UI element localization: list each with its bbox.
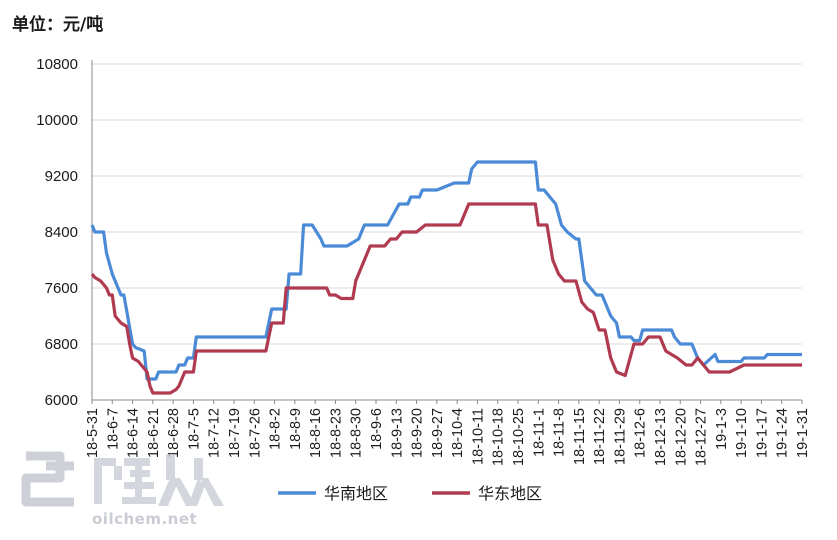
y-tick-label: 10800	[36, 56, 78, 73]
x-tick-label: 18-8-16	[308, 408, 324, 458]
x-tick-label: 18-12-27	[694, 408, 710, 466]
x-tick-label: 18-10-4	[450, 408, 466, 458]
y-tick-label: 6800	[45, 336, 78, 353]
x-tick-label: 18-9-20	[410, 408, 426, 458]
y-tick-label: 10000	[36, 112, 78, 129]
x-tick-label: 18-6-21	[146, 408, 162, 458]
x-tick-label: 18-7-19	[227, 408, 243, 458]
x-axis-ticks: 18-5-31 18-6-7 18-6-14 18-6-21 18-6-28 18-7-5…	[85, 408, 811, 466]
x-tick-label: 18-9-13	[389, 408, 405, 458]
y-tick-label: 9200	[45, 168, 78, 185]
x-tick-label: 18-11-22	[592, 408, 608, 465]
y-tick-label: 8400	[45, 224, 78, 241]
watermark-url: oilchem.net	[92, 510, 198, 528]
x-tick-label: 18-11-15	[572, 408, 588, 465]
y-tick-label: 7600	[45, 280, 78, 297]
x-tick-label: 18-8-9	[288, 408, 304, 450]
y-tick-label: 6000	[45, 392, 78, 409]
x-tick-label: 18-9-27	[430, 408, 446, 458]
legend-label: 华东地区	[478, 484, 542, 503]
x-tick-label: 18-8-23	[328, 408, 344, 458]
x-tick-label: 18-11-1	[531, 408, 547, 457]
x-tick-label: 18-12-13	[653, 408, 669, 466]
x-tick-label: 18-6-14	[126, 408, 142, 458]
x-tick-label: 19-1-24	[775, 408, 791, 458]
x-tick-label: 18-10-25	[511, 408, 527, 466]
x-tick-label: 18-5-31	[85, 408, 101, 458]
x-tick-label: 18-9-6	[369, 408, 385, 450]
x-tick-label: 18-12-6	[633, 408, 649, 458]
x-tick-label: 19-1-10	[734, 408, 750, 458]
x-tick-label: 19-1-31	[795, 408, 811, 458]
x-tick-label: 18-6-28	[166, 408, 182, 458]
x-tick-label: 18-12-20	[673, 408, 689, 466]
x-tick-label: 18-8-30	[349, 408, 365, 458]
x-tick-label: 18-11-8	[552, 408, 568, 457]
x-tick-label: 19-1-3	[714, 408, 730, 450]
x-tick-label: 18-7-5	[186, 408, 202, 450]
x-tick-label: 19-1-17	[754, 408, 770, 458]
unit-label: 单位：元/吨	[12, 15, 104, 35]
legend: 华南地区 华东地区	[278, 484, 542, 503]
x-tick-label: 18-10-18	[491, 408, 507, 466]
x-axis	[91, 60, 803, 404]
gridlines	[92, 63, 802, 345]
y-axis-ticks: 6000 6800 7600 8400 9200 10000 10800	[36, 56, 78, 409]
legend-label: 华南地区	[324, 484, 388, 503]
x-tick-label: 18-11-29	[612, 408, 628, 465]
x-tick-label: 18-10-11	[470, 408, 486, 465]
x-tick-label: 18-7-26	[247, 408, 263, 458]
x-tick-label: 18-8-2	[268, 408, 284, 450]
x-tick-label: 18-6-7	[105, 408, 121, 450]
series-line-south-china	[90, 160, 802, 381]
series-line-east-china	[90, 202, 802, 395]
series-lines	[90, 160, 802, 395]
x-tick-label: 18-7-12	[207, 408, 223, 458]
watermark-logo	[18, 448, 228, 515]
